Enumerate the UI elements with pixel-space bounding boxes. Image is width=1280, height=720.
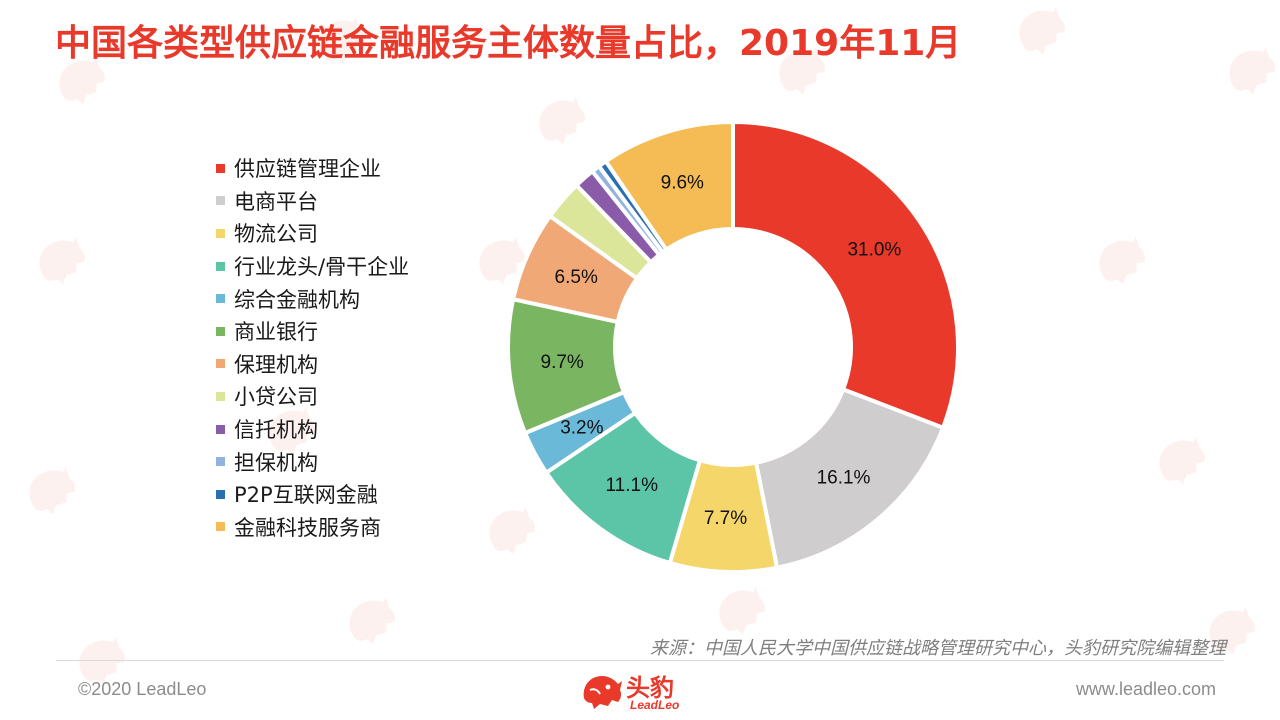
slice-data-label: 6.5% [555,267,598,288]
legend-item: P2P互联网金融 [216,478,476,511]
legend-swatch [216,424,225,434]
donut-slice [731,120,960,430]
legend-swatch [216,294,225,304]
legend-label: 金融科技服务商 [234,515,381,540]
legend-item: 行业龙头/骨干企业 [216,250,476,283]
leopard-head-icon [583,676,622,709]
legend-item: 担保机构 [216,445,476,478]
legend-label: 商业银行 [234,320,318,345]
legend-item: 电商平台 [216,185,476,218]
legend-swatch [216,522,225,532]
legend-swatch [216,457,225,467]
legend-label: 供应链管理企业 [234,157,381,182]
legend-label: 小贷公司 [234,385,318,410]
legend-label: 信托机构 [234,418,318,443]
legend-swatch [216,391,225,401]
source-note: 来源：中国人民大学中国供应链战略管理研究中心，头豹研究院编辑整理 [650,638,1226,659]
slice-data-label: 7.7% [704,508,747,529]
legend-item: 商业银行 [216,315,476,348]
copyright-text: ©2020 LeadLeo [78,679,207,699]
legend-swatch [216,261,225,271]
legend-swatch [216,489,225,499]
logo-chinese-text: 头豹 [626,674,674,702]
legend-item: 信托机构 [216,413,476,446]
legend-label: 保理机构 [234,352,318,377]
legend-label: 物流公司 [234,222,318,247]
legend-label: 行业龙头/骨干企业 [234,255,410,280]
legend-swatch [216,163,225,173]
slice-data-label: 3.2% [560,418,603,439]
legend-item: 金融科技服务商 [216,511,476,544]
donut-slice [754,387,945,570]
legend-label: 电商平台 [234,189,318,214]
website-link[interactable]: www.leadleo.com [1075,679,1216,699]
chart-legend: 供应链管理企业 电商平台物流公司行业龙头/骨干企业 综合金融机构 商业银行保理机构小贷… [216,152,476,543]
slice-data-label: 9.6% [661,173,704,194]
legend-label: P2P互联网金融 [234,483,378,508]
legend-item: 小贷公司 [216,380,476,413]
slice-data-label: 16.1% [817,468,871,489]
legend-label: 担保机构 [234,450,318,475]
legend-item: 保理机构 [216,348,476,381]
legend-item: 综合金融机构 [216,282,476,315]
slice-data-label: 31.0% [847,239,901,260]
legend-swatch [216,228,225,238]
slice-data-label: 9.7% [541,352,584,373]
logo-english-text: LeadLeo [630,698,680,712]
page-title: 中国各类型供应链金融服务主体数量占比，2019年11月 [55,23,962,64]
legend-item: 物流公司 [216,217,476,250]
footer-divider [56,660,1224,661]
legend-swatch [216,326,225,336]
slice-data-label: 11.1% [606,475,659,496]
legend-item: 供应链管理企业 [216,152,476,185]
donut-slice [603,120,735,252]
legend-swatch [216,359,225,369]
leadleo-logo: 头豹 LeadLeo [578,666,708,718]
legend-swatch [216,196,225,206]
legend-label: 综合金融机构 [234,287,360,312]
